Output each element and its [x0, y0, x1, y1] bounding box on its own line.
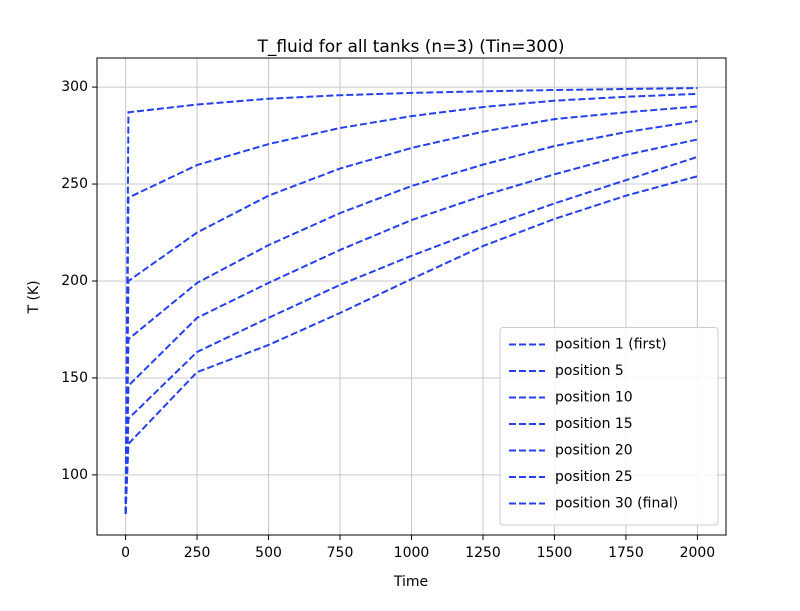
legend-label: position 15 [555, 416, 633, 432]
data-line [124, 155, 698, 514]
legend-label: position 30 (final) [555, 496, 678, 512]
legend-label: position 20 [555, 443, 633, 459]
y-tick-label: 250 [61, 176, 88, 192]
plot-frame [96, 57, 727, 536]
x-tick-label: 1750 [608, 545, 644, 561]
legend-label: position 25 [555, 469, 633, 485]
legend: position 1 (first) position 5 position 10 p… [499, 327, 719, 526]
legend-label: position 1 (first) [555, 337, 667, 353]
data-line [124, 175, 698, 514]
data-line [124, 92, 698, 514]
y-tick-label: 100 [61, 467, 88, 483]
legend-box [499, 327, 719, 526]
x-tick-label: 1500 [537, 545, 573, 561]
data-line [124, 120, 698, 514]
chart-title: T_fluid for all tanks (n=3) (Tin=300) [256, 37, 564, 57]
legend-label: position 5 [555, 363, 624, 379]
y-tick-label: 200 [61, 273, 88, 289]
x-tick-label: 750 [327, 545, 354, 561]
x-axis-label: Time [393, 574, 428, 590]
x-tick-label: 250 [184, 545, 211, 561]
y-axis-label: T (K) [26, 280, 42, 314]
x-tick-label: 1000 [394, 545, 430, 561]
data-line [124, 87, 698, 514]
legend-label: position 10 [555, 390, 633, 406]
x-tick-label: 0 [121, 545, 130, 561]
data-line [124, 138, 698, 514]
y-tick-label: 150 [61, 370, 88, 386]
data-line [124, 105, 698, 514]
x-tick-label: 500 [255, 545, 282, 561]
x-tick-label: 2000 [680, 545, 716, 561]
x-tick-label: 1250 [465, 545, 501, 561]
y-tick-label: 300 [61, 79, 88, 95]
